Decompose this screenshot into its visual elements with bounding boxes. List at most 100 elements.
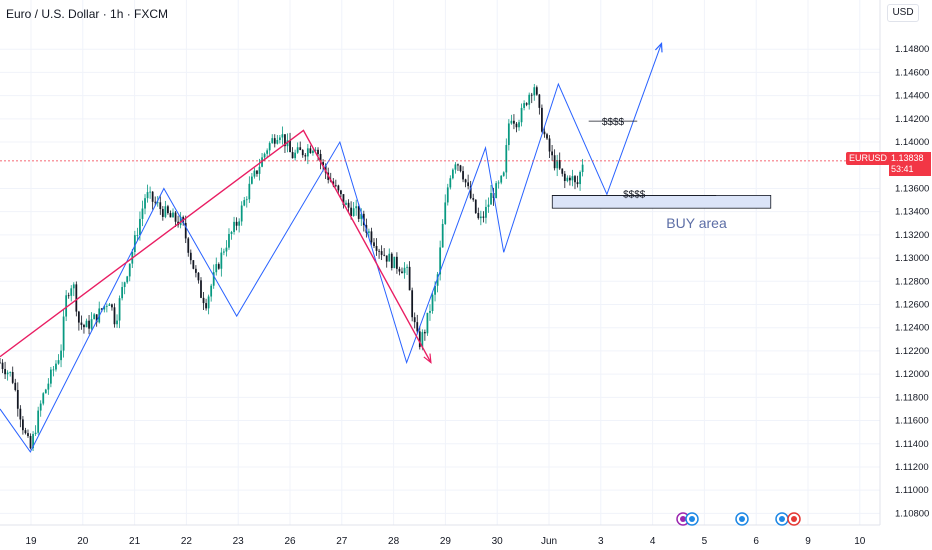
- symbol-tag: EURUSD: [846, 152, 891, 165]
- y-tick-label: 1.12800: [895, 276, 929, 287]
- x-tick-label: 9: [805, 536, 811, 547]
- y-tick-label: 1.14600: [895, 67, 929, 78]
- candle-body: [334, 185, 337, 187]
- candle-body: [250, 176, 253, 184]
- candle-body: [284, 134, 286, 147]
- candle-body: [169, 213, 172, 218]
- x-tick-label: Jun: [541, 536, 557, 547]
- candle-body: [9, 372, 12, 373]
- candle-body: [57, 360, 60, 364]
- currency-button[interactable]: USD: [887, 4, 919, 22]
- candle-body: [263, 153, 266, 158]
- y-tick-label: 1.14000: [895, 137, 929, 148]
- candle-body: [451, 169, 454, 179]
- candle-body: [416, 322, 419, 332]
- candle-body: [406, 266, 408, 268]
- candle-body: [482, 216, 485, 218]
- candle-body: [418, 331, 421, 348]
- candle-body: [90, 319, 93, 329]
- x-tick-label: 4: [650, 536, 656, 547]
- y-tick-label: 1.11800: [895, 392, 929, 403]
- candle-body: [200, 280, 202, 298]
- candle-body: [571, 176, 574, 181]
- candle-body: [223, 251, 225, 253]
- candle-body: [121, 287, 124, 299]
- candle-body: [156, 202, 159, 204]
- candle-body: [467, 182, 470, 187]
- candle-body: [393, 256, 396, 269]
- candle-body: [401, 271, 403, 274]
- candle-body: [370, 231, 373, 243]
- candle-body: [375, 246, 378, 251]
- candle-body: [159, 202, 162, 210]
- candle-body: [383, 254, 386, 256]
- candle-body: [77, 311, 80, 323]
- candle-body: [215, 264, 218, 273]
- candle-body: [411, 290, 414, 318]
- candle-body: [225, 247, 228, 252]
- candle-body: [513, 120, 515, 124]
- candle-body: [530, 94, 533, 96]
- candle-body: [558, 160, 561, 169]
- candle-body: [385, 255, 388, 262]
- candle-body: [139, 218, 141, 236]
- candle-body: [469, 186, 472, 199]
- candle-body: [14, 382, 17, 390]
- candle-body: [113, 307, 116, 325]
- candle-body: [518, 122, 520, 128]
- candle-body: [258, 166, 261, 174]
- candle-body: [207, 296, 210, 309]
- y-tick-label: 1.12000: [895, 369, 929, 380]
- candle-body: [276, 140, 279, 144]
- y-tick-label: 1.14400: [895, 91, 929, 102]
- candle-body: [299, 147, 302, 151]
- x-tick-label: 21: [129, 536, 141, 547]
- candle-body: [245, 199, 248, 201]
- price-axis-bg: [880, 0, 932, 550]
- candle-body: [85, 320, 88, 328]
- candle-body: [368, 231, 370, 233]
- candle-body: [184, 222, 187, 239]
- buy-area-zone: [551, 195, 772, 209]
- x-tick-label: 10: [854, 536, 866, 547]
- candle-body: [515, 123, 518, 128]
- candle-body: [569, 177, 571, 181]
- event-icon-dot: [791, 516, 797, 522]
- candle-body: [62, 316, 65, 351]
- x-tick-label: 28: [388, 536, 400, 547]
- candle-body: [278, 137, 281, 141]
- candle-body: [319, 153, 322, 163]
- candle-body: [345, 202, 347, 205]
- candle-body: [174, 212, 177, 222]
- candle-body: [151, 191, 154, 202]
- candle-body: [289, 140, 291, 153]
- candle-body: [337, 185, 340, 191]
- candle-body: [296, 147, 299, 153]
- candle-body: [322, 162, 324, 166]
- y-tick-label: 1.13400: [895, 207, 929, 218]
- candle-body: [546, 134, 548, 139]
- candle-body: [459, 165, 462, 172]
- candle-body: [576, 182, 579, 185]
- candle-body: [360, 213, 363, 219]
- candle-body: [11, 372, 14, 383]
- candle-body: [525, 103, 528, 105]
- candle-body: [126, 276, 129, 283]
- candle-body: [426, 312, 429, 334]
- candle-body: [487, 204, 490, 207]
- candle-body: [304, 155, 307, 157]
- candle-body: [133, 235, 136, 252]
- candle-body: [441, 223, 444, 248]
- x-tick-label: 26: [284, 536, 296, 547]
- candle-body: [108, 304, 111, 306]
- candle-body: [497, 182, 500, 184]
- candle-body: [39, 403, 42, 411]
- candle-body: [161, 209, 164, 217]
- candle-body: [472, 198, 475, 200]
- candle-body: [146, 192, 149, 199]
- candle-body: [309, 148, 312, 154]
- candle-body: [123, 282, 126, 288]
- candle-body: [556, 160, 559, 169]
- candle-body: [6, 372, 9, 375]
